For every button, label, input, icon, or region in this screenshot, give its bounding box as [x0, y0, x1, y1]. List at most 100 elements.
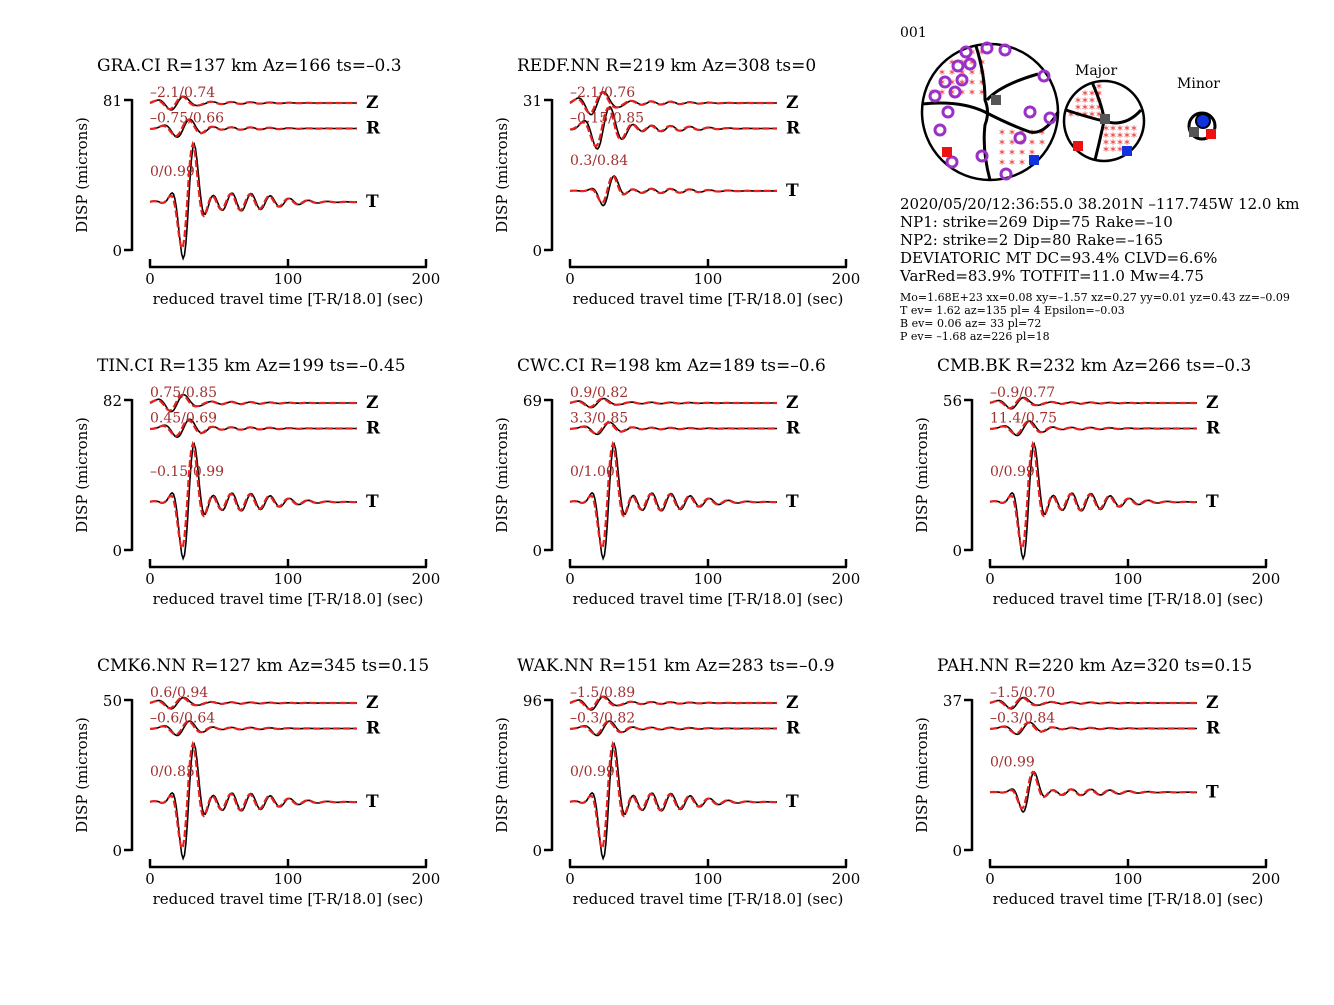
x-tick-label: 0	[565, 270, 575, 288]
compression-star: *	[1110, 145, 1116, 158]
fit-label: –1.5/0.89	[570, 685, 635, 701]
component-label: R	[1206, 419, 1221, 439]
compression-star: *	[1103, 131, 1109, 144]
x-tick-label: 0	[985, 870, 995, 888]
component-label: T	[786, 492, 799, 512]
polarity-circles	[928, 41, 1057, 181]
synthetic-trace	[989, 396, 1197, 410]
component-label: R	[366, 419, 381, 439]
polarity-mark	[948, 85, 962, 99]
x-tick-label: 100	[1114, 870, 1143, 888]
y-tick-label: 0	[532, 542, 542, 560]
y-axis-label: DISP (microns)	[493, 717, 511, 833]
compression-star: *	[959, 88, 965, 101]
synthetic-trace	[989, 696, 1197, 710]
minor-t-axis	[1206, 129, 1216, 139]
compression-star: *	[1029, 128, 1035, 141]
panel-title: CWC.CI R=198 km Az=189 ts=–0.6	[517, 356, 826, 376]
component-label: R	[786, 119, 801, 139]
compression-star: *	[1082, 89, 1088, 102]
compression-star: *	[969, 68, 975, 81]
synthetic-trace	[569, 397, 777, 409]
polarity-mark	[963, 57, 977, 71]
p-axis-line: P ev= –1.68 az=226 pl=18	[900, 330, 1050, 343]
fit-label: 0.6/0.94	[150, 685, 208, 701]
synthetic-trace	[570, 174, 777, 205]
synthetic-trace	[569, 720, 777, 736]
compression-star: *	[1039, 128, 1045, 141]
y-axis-label: DISP (microns)	[73, 417, 91, 533]
component-label: Z	[786, 393, 798, 413]
fit-label: –0.3/0.82	[570, 711, 635, 727]
x-tick-label: 200	[832, 870, 861, 888]
x-axis-label: reduced travel time [T-R/18.0] (sec)	[993, 590, 1264, 608]
y-tick-label: 0	[532, 242, 542, 260]
synthetic-trace	[149, 740, 357, 851]
compression-star: *	[979, 48, 985, 61]
x-tick-label: 100	[274, 270, 303, 288]
x-tick-label: 200	[1252, 870, 1281, 888]
compression-star: *	[1089, 110, 1095, 123]
polarity-mark	[1037, 69, 1051, 83]
synthetic-trace	[569, 740, 777, 851]
x-tick-label: 0	[565, 570, 575, 588]
y-tick-label: 0	[952, 842, 962, 860]
synthetic-trace	[149, 720, 357, 736]
x-tick-label: 200	[412, 270, 441, 288]
major-label: Major	[1075, 63, 1117, 79]
component-label: Z	[1206, 693, 1218, 713]
synthetic-trace	[569, 440, 777, 551]
compression-star: *	[1124, 124, 1130, 137]
compression-star: *	[1068, 110, 1074, 123]
compression-star: *	[949, 78, 955, 91]
component-label: Z	[366, 393, 378, 413]
component-label: T	[786, 792, 799, 812]
fit-label: 0.3/0.84	[570, 153, 628, 169]
synthetic-trace	[149, 440, 357, 551]
y-axis-label: DISP (microns)	[493, 117, 511, 233]
compression-star: *	[1096, 89, 1102, 102]
compression-star: *	[1019, 158, 1025, 171]
synthetic-trace	[569, 421, 777, 435]
major-t-axis	[1073, 141, 1083, 151]
synthetic-trace	[149, 418, 357, 438]
y-axis-label: DISP (microns)	[73, 117, 91, 233]
compression-star: *	[979, 78, 985, 91]
x-tick-label: 200	[412, 870, 441, 888]
x-tick-label: 0	[985, 570, 995, 588]
synthetic-trace	[989, 721, 1197, 735]
compression-star: *	[1075, 103, 1081, 116]
y-axis-label: DISP (microns)	[913, 417, 931, 533]
polarity-mark	[998, 43, 1012, 57]
compression-star: *	[1089, 103, 1095, 116]
beachball-major: **********************************	[1062, 79, 1146, 163]
x-tick-label: 100	[694, 870, 723, 888]
observed-trace	[569, 174, 777, 207]
compression-star: *	[1075, 110, 1081, 123]
fit-summary: VarRed=83.9% TOTFIT=11.0 Mw=4.75	[899, 267, 1204, 285]
component-label: Z	[1206, 393, 1218, 413]
compression-star: *	[999, 138, 1005, 151]
nodal-plane-branch	[985, 72, 1039, 102]
fit-label: 0/0.99	[570, 764, 615, 780]
compression-star: *	[1009, 128, 1015, 141]
waveform-panel: TIN.CI R=135 km Az=199 ts=–0.45 82 0 DISP (…	[73, 356, 440, 608]
fit-label: 0/0.99	[150, 164, 195, 180]
compression-star: *	[1029, 138, 1035, 151]
compression-star: *	[1009, 138, 1015, 151]
compression-star: *	[939, 68, 945, 81]
compression-star: *	[999, 128, 1005, 141]
x-tick-label: 200	[832, 570, 861, 588]
y-tick-label: 37	[943, 692, 962, 710]
polarity-mark	[1043, 111, 1057, 125]
compression-star: *	[979, 88, 985, 101]
compression-star: *	[1124, 138, 1130, 151]
compression-star: *	[1096, 103, 1102, 116]
y-tick-label: 82	[103, 392, 122, 410]
compression-star: *	[1103, 145, 1109, 158]
minor-label: Minor	[1177, 76, 1220, 92]
p-axis-marker	[1029, 155, 1039, 165]
compression-star: *	[1019, 148, 1025, 161]
component-label: R	[786, 719, 801, 739]
